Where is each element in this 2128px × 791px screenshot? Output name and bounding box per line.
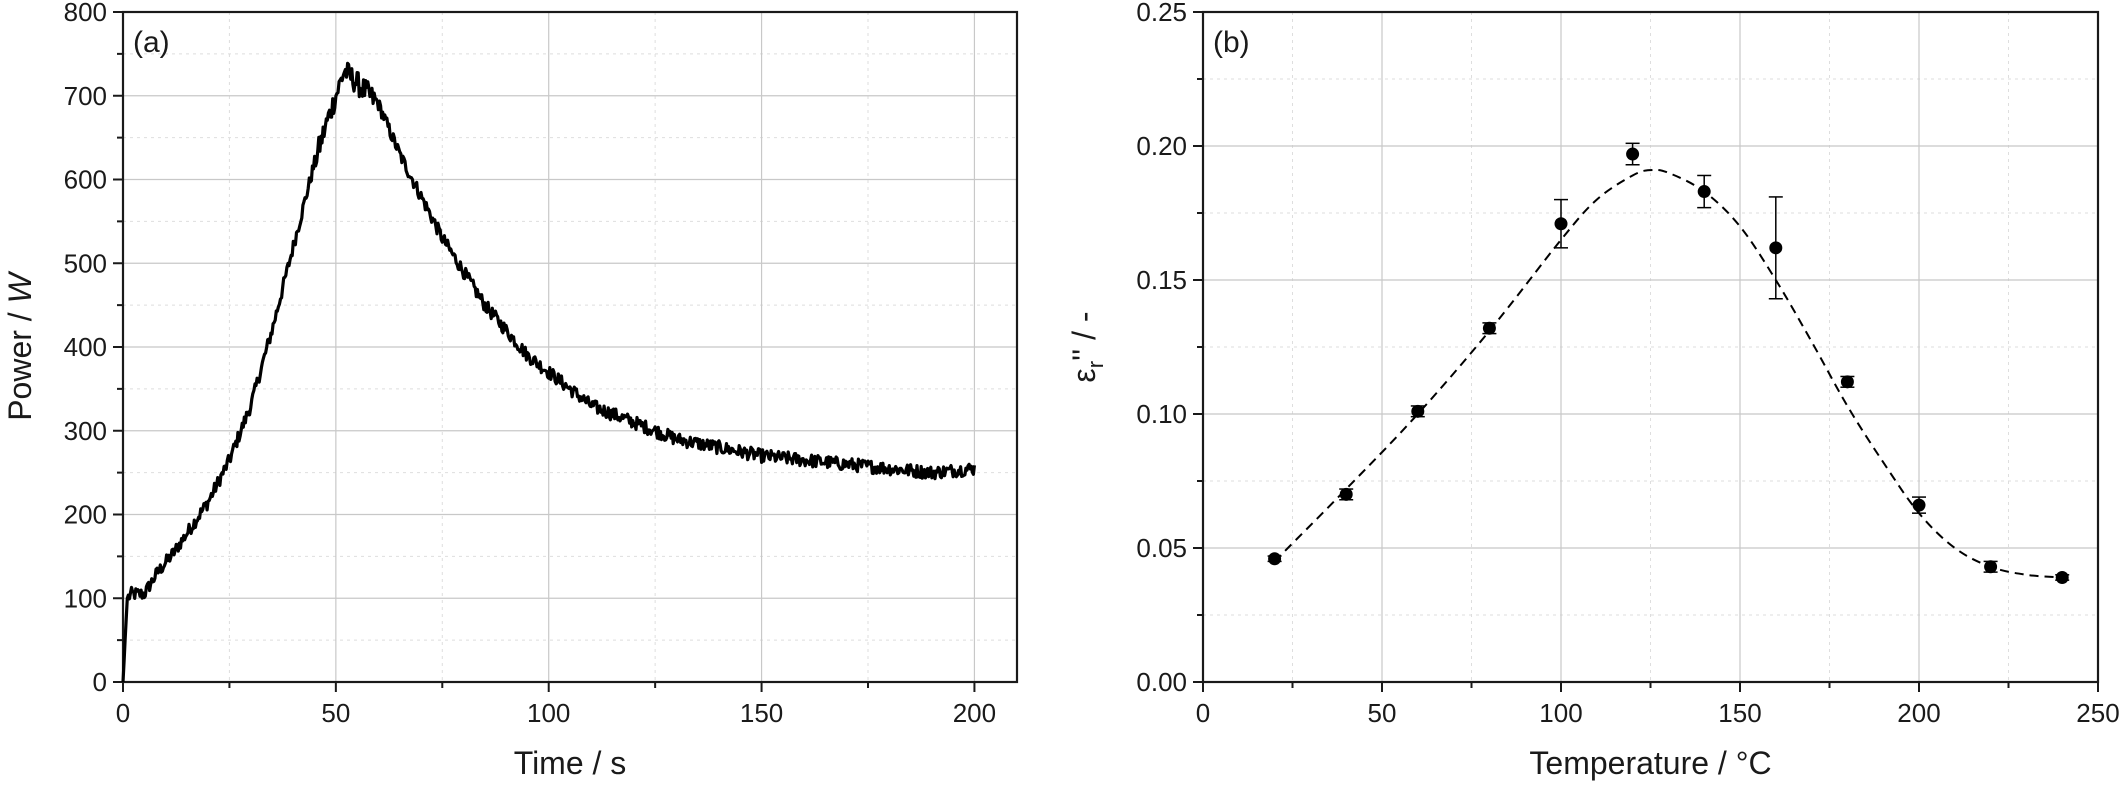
x-axis-title: Time / s [514, 745, 627, 781]
y-tick-label: 0.00 [1136, 667, 1187, 697]
x-tick-label: 0 [116, 698, 130, 728]
y-tick-label: 100 [64, 583, 107, 613]
y-tick-label: 0.20 [1136, 131, 1187, 161]
y-tick-label: 700 [64, 81, 107, 111]
y-tick-label: 0 [93, 667, 107, 697]
y-tick-label: 400 [64, 332, 107, 362]
panel-b-permittivity-vs-temperature: 0 50 100 150 200 250 0.00 0.05 0.10 0.15 0.20 0.25 T… [1066, 0, 2120, 781]
data-point [1697, 185, 1711, 199]
panel-a-power-vs-time: 0 50 100 150 200 0 100 200 300 400 500 600 700 800 Tim… [2, 0, 1019, 781]
grid [122, 11, 1017, 683]
data-point [2055, 570, 2069, 584]
x-tick-label: 100 [527, 698, 570, 728]
y-axis-title-rest: '' / - [1066, 311, 1102, 361]
data-point [1912, 498, 1926, 512]
series-line-power [121, 61, 976, 683]
y-axis-title-subscript: r [1083, 361, 1108, 368]
panel-label: (b) [1213, 26, 1250, 59]
y-axis-title: Power / W [2, 270, 38, 420]
y-tick-label: 800 [64, 0, 107, 27]
grid [1202, 11, 2099, 683]
data-point [1482, 321, 1496, 335]
data-point [1626, 147, 1640, 161]
y-tick-label: 500 [64, 248, 107, 278]
data-point [1339, 487, 1353, 501]
y-tick-label: 0.25 [1136, 0, 1187, 27]
y-axis-title-unit: W [2, 270, 38, 303]
data-point [1411, 404, 1425, 418]
ticks [113, 11, 976, 692]
y-axis-title-text: Power / [2, 303, 38, 420]
y-tick-label: 600 [64, 165, 107, 195]
y-axis-title: εr'' / - [1066, 311, 1108, 382]
x-axis-title: Temperature / °C [1529, 745, 1771, 781]
x-tick-label: 250 [2076, 698, 2119, 728]
y-tick-label: 0.05 [1136, 533, 1187, 563]
fit-curve [1273, 168, 2063, 579]
data-point [1554, 217, 1568, 231]
x-tick-label: 50 [321, 698, 350, 728]
x-tick-label: 200 [1897, 698, 1940, 728]
x-tick-label: 150 [740, 698, 783, 728]
y-tick-label: 0.15 [1136, 265, 1187, 295]
data-point [1769, 241, 1783, 255]
panel-label: (a) [133, 26, 170, 59]
y-tick-label: 300 [64, 416, 107, 446]
x-tick-label: 150 [1718, 698, 1761, 728]
ticks [1193, 11, 2099, 692]
x-tick-label: 0 [1196, 698, 1210, 728]
data-point [1840, 375, 1854, 389]
y-axis-title-symbol: ε [1066, 368, 1102, 382]
x-tick-label: 100 [1539, 698, 1582, 728]
y-tick-label: 200 [64, 500, 107, 530]
x-tick-label: 200 [953, 698, 996, 728]
data-point [1984, 560, 1998, 574]
data-point [1268, 552, 1282, 566]
y-tick-label: 0.10 [1136, 399, 1187, 429]
x-tick-label: 50 [1368, 698, 1397, 728]
